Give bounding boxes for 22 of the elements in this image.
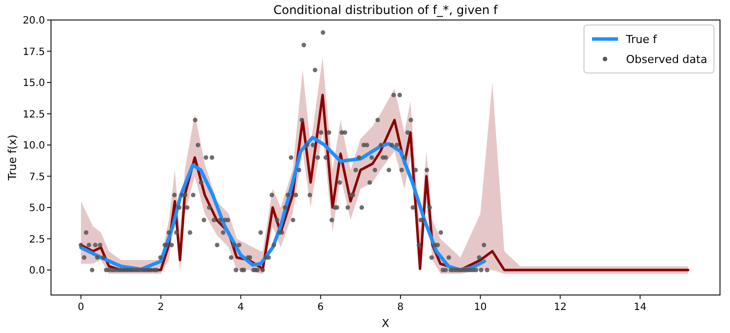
y-tick-label: 12.5 [22,109,45,120]
y-tick-label: 10.0 [22,140,45,152]
y-tick-label: 20.0 [22,16,45,26]
y-tick-label: 17.5 [22,46,45,58]
legend-label: Observed data [626,52,708,66]
y-tick-label: 15.0 [22,78,45,89]
chart-title: Conditional distribution of f_*, given f [273,3,498,17]
x-tick-label: 0 [78,302,84,313]
x-axis-title: X [382,317,390,330]
legend-label: True f [625,32,658,46]
y-tick-label: 7.5 [29,172,45,183]
x-tick-label: 10 [474,302,487,313]
x-tick-label: 12 [554,302,567,313]
x-tick-label: 4 [238,302,244,313]
x-tick-label: 2 [158,302,164,313]
y-tick-label: 0.0 [29,266,45,276]
y-tick-label: 2.5 [29,234,45,246]
y-axis-title: True f(x) [6,134,19,182]
y-tick-label: 5.0 [29,203,45,214]
x-tick-label: 6 [317,302,324,313]
x-tick-label: 14 [634,302,646,313]
x-tick-label: 8 [397,302,404,313]
